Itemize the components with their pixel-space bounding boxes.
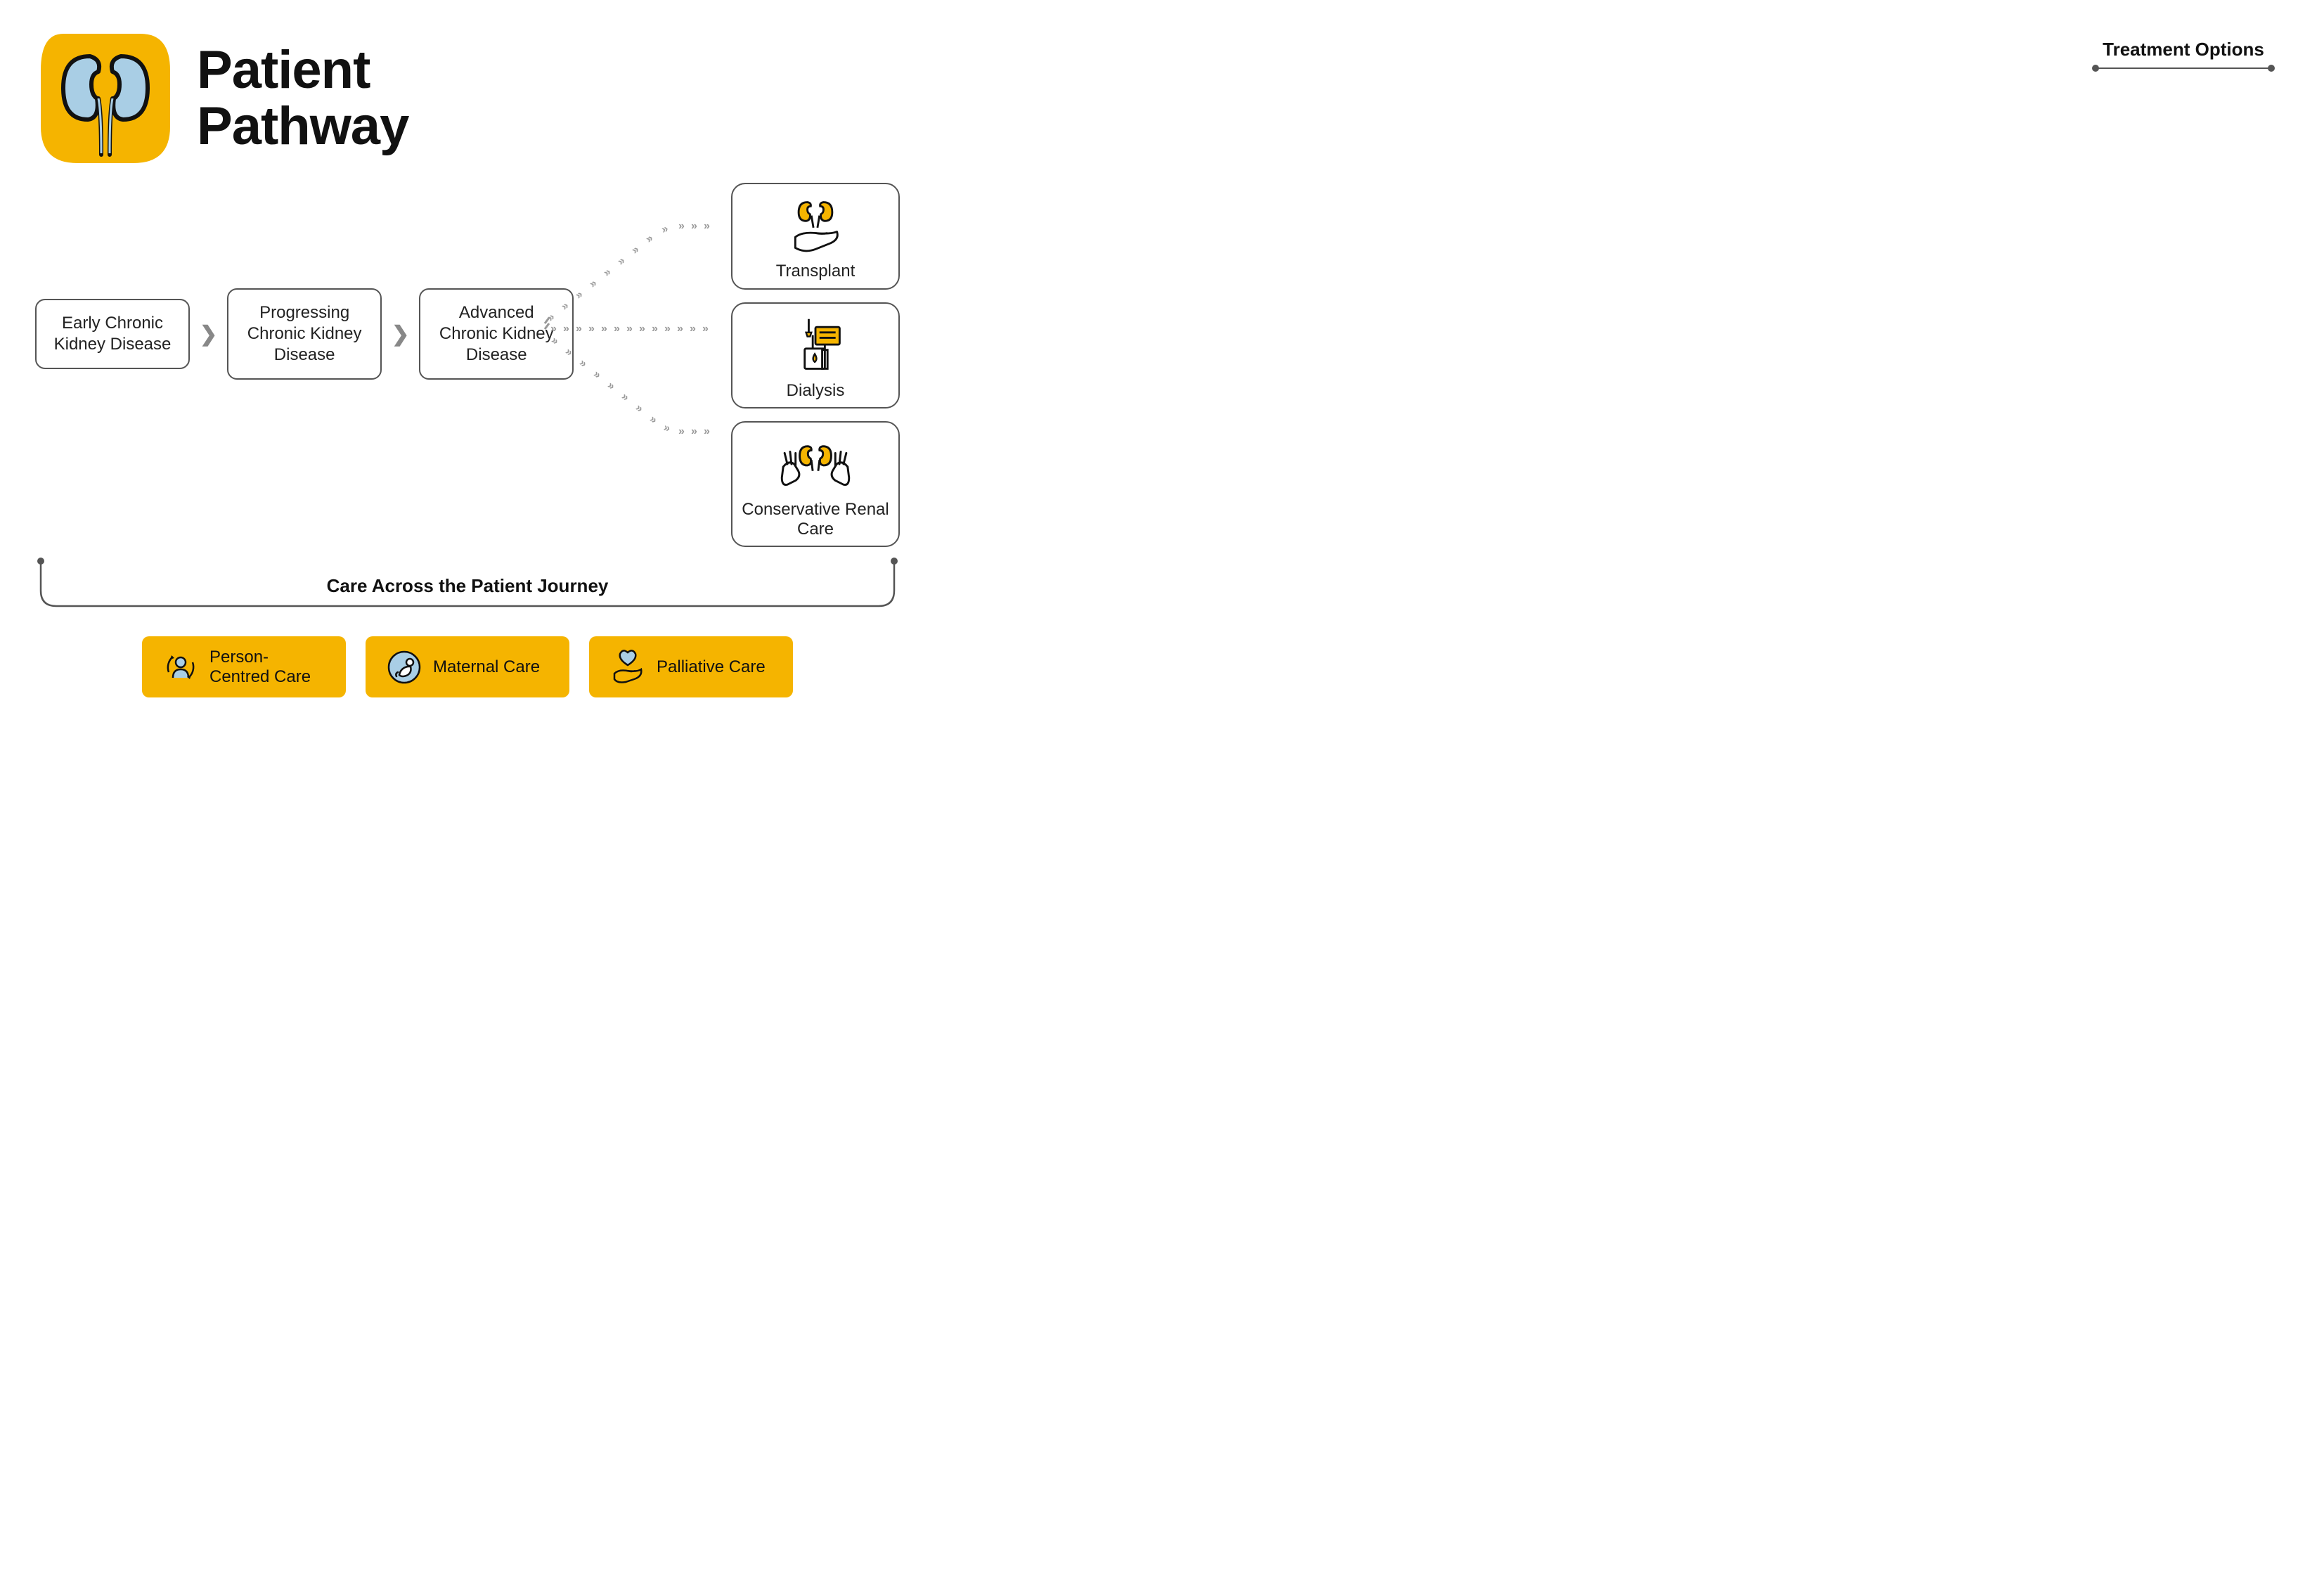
- care-row: Person-Centred Care Maternal Care Pallia…: [35, 636, 900, 697]
- svg-text:»: »: [633, 401, 645, 415]
- transplant-icon: [740, 194, 891, 257]
- chevron-right-icon: ❯: [392, 322, 409, 347]
- care-label: Palliative Care: [657, 657, 766, 677]
- svg-text:»: »: [576, 323, 582, 335]
- svg-text:»: »: [647, 413, 659, 426]
- svg-text:»: »: [691, 220, 697, 232]
- treatment-label: Transplant: [740, 262, 891, 281]
- kidney-logo-icon: [35, 28, 176, 169]
- svg-text:»: »: [691, 425, 697, 437]
- svg-text:»: »: [588, 323, 595, 335]
- pathway-flow: Early Chronic Kidney Disease ❯ Progressi…: [35, 197, 900, 548]
- svg-text:»: »: [626, 323, 633, 335]
- journey-label: Care Across the Patient Journey: [313, 575, 623, 597]
- palliative-care-icon: [609, 648, 647, 686]
- treatment-label: Dialysis: [740, 381, 891, 401]
- treatment-transplant: Transplant: [731, 183, 900, 290]
- treatment-options-header: Treatment Options: [2092, 39, 2275, 69]
- svg-text:»: »: [702, 323, 709, 335]
- svg-text:»: »: [678, 425, 685, 437]
- svg-text:»: »: [629, 243, 641, 257]
- svg-text:»: »: [643, 232, 655, 245]
- maternal-care-icon: [385, 648, 423, 686]
- treatment-dialysis: Dialysis: [731, 302, 900, 409]
- stage-row: Early Chronic Kidney Disease ❯ Progressi…: [35, 288, 574, 380]
- svg-text:»: »: [605, 379, 617, 392]
- svg-text:»: »: [704, 425, 710, 437]
- treatment-options-label: Treatment Options: [2092, 39, 2275, 60]
- treatment-column: Transplant Dialysis: [731, 183, 900, 547]
- svg-text:»: »: [639, 323, 645, 335]
- svg-text:»: »: [601, 323, 607, 335]
- care-person-centred: Person-Centred Care: [142, 636, 346, 697]
- svg-text:»: »: [601, 266, 613, 279]
- stage-early: Early Chronic Kidney Disease: [35, 299, 190, 369]
- header: Patient Pathway: [35, 28, 900, 169]
- treatment-conservative: Conservative Renal Care: [731, 421, 900, 547]
- page-title: Patient Pathway: [197, 42, 408, 155]
- treatment-label: Conservative Renal Care: [740, 500, 891, 539]
- person-centred-icon: [162, 648, 200, 686]
- svg-text:»: »: [591, 368, 603, 381]
- svg-text:»: »: [704, 220, 710, 232]
- svg-text:»: »: [577, 356, 589, 370]
- svg-text:»: »: [615, 255, 627, 268]
- care-label: Maternal Care: [433, 657, 540, 677]
- svg-text:»: »: [662, 422, 672, 435]
- journey-section: Care Across the Patient Journey: [35, 555, 900, 622]
- stage-progressing: Progressing Chronic Kidney Disease: [227, 288, 382, 380]
- care-palliative: Palliative Care: [589, 636, 793, 697]
- svg-text:»: »: [690, 323, 696, 335]
- svg-text:»: »: [614, 323, 620, 335]
- svg-text:»: »: [660, 223, 670, 236]
- svg-text:»: »: [664, 323, 671, 335]
- svg-text:»: »: [619, 390, 631, 404]
- svg-text:»: »: [652, 323, 658, 335]
- chevron-right-icon: ❯: [200, 322, 217, 347]
- svg-text:»: »: [677, 323, 683, 335]
- care-maternal: Maternal Care: [366, 636, 569, 697]
- divider-icon: [2095, 67, 2272, 69]
- conservative-care-icon: [740, 432, 891, 496]
- dialysis-icon: [740, 314, 891, 377]
- svg-text:»: »: [573, 288, 585, 302]
- svg-text:»: »: [587, 277, 599, 290]
- care-label: Person-Centred Care: [209, 648, 311, 686]
- svg-text:»: »: [678, 220, 685, 232]
- stage-advanced: Advanced Chronic Kidney Disease: [419, 288, 574, 380]
